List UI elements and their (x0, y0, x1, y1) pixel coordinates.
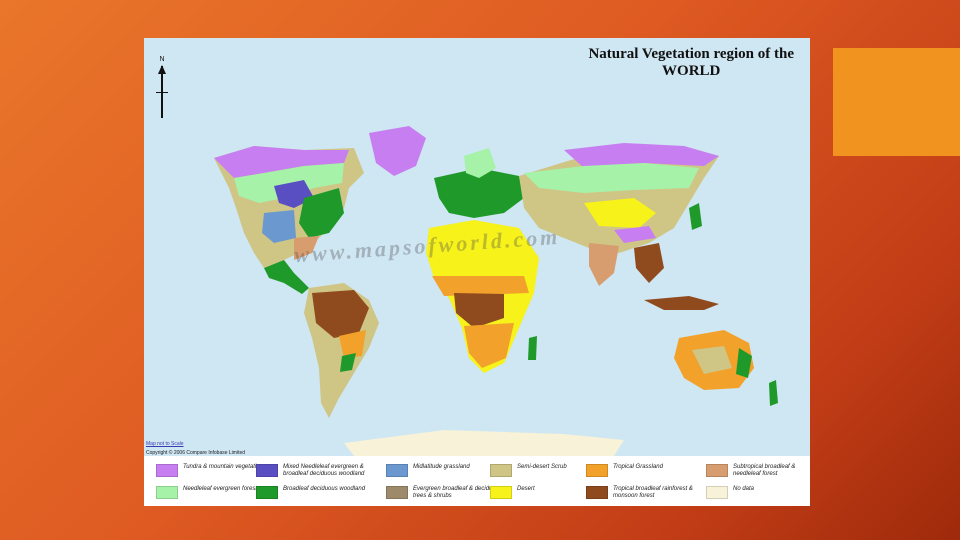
legend-label: Tropical broadleaf rainforest & monsoon … (613, 486, 693, 499)
legend-item: No data (706, 486, 813, 499)
legend-item: Tundra & mountain vegetation (156, 464, 278, 477)
north-america-tundra (214, 146, 349, 178)
scale-note: Map not to Scale (146, 441, 184, 447)
australia-desert (692, 346, 732, 374)
australia-east (736, 348, 752, 378)
south-america-grassland (339, 330, 366, 358)
new-zealand (769, 380, 778, 406)
legend-swatch (706, 464, 728, 477)
legend-swatch (256, 464, 278, 477)
legend-label: Tundra & mountain vegetation (183, 464, 263, 470)
legend-swatch (256, 486, 278, 499)
legend-label: Evergreen broadleaf & deciduous trees & … (413, 486, 503, 499)
legend-swatch (706, 486, 728, 499)
japan (689, 203, 702, 230)
legend-label: Broadleaf deciduous woodland (283, 486, 366, 492)
africa-rainforest (454, 293, 504, 328)
europe (434, 168, 524, 218)
legend-swatch (386, 464, 408, 477)
south-america-mixed (340, 353, 356, 372)
legend-item: Mixed Needleleaf evergreen & broadleaf d… (256, 464, 378, 478)
accent-box (833, 48, 960, 156)
legend: Tundra & mountain vegetation Needleleaf … (144, 459, 810, 506)
legend-item: Needleleaf evergreen forest (156, 486, 278, 499)
copyright: Copyright © 2006 Compare Infobase Limite… (146, 450, 246, 456)
legend-item: Semi-desert Scrub (490, 464, 612, 477)
southeast-asia (634, 243, 664, 283)
legend-label: No data (733, 486, 755, 492)
legend-swatch (156, 464, 178, 477)
legend-item: Tropical broadleaf rainforest & monsoon … (586, 486, 708, 500)
legend-item: Broadleaf deciduous woodland (256, 486, 378, 499)
legend-label: Needleleaf evergreen forest (183, 486, 258, 492)
map-slide: Natural Vegetation region of the WORLD N… (144, 38, 810, 506)
africa-sahel (432, 276, 529, 296)
legend-label: Mixed Needleleaf evergreen & broadleaf d… (283, 464, 365, 477)
legend-swatch (490, 464, 512, 477)
legend-item: Tropical Grassland (586, 464, 708, 477)
greenland (369, 126, 426, 176)
tibet-highlands (614, 226, 656, 243)
map-title-line2: WORLD (662, 63, 721, 79)
legend-swatch (586, 464, 608, 477)
scandinavia (464, 148, 496, 178)
legend-item: Midlatitude grassland (386, 464, 508, 477)
world-vegetation-map (214, 126, 778, 456)
north-america-deciduous (299, 188, 344, 238)
legend-label: Desert (517, 486, 535, 492)
indonesia (644, 296, 719, 310)
legend-item: Subtropical broadleaf & needleleaf fores… (706, 464, 813, 478)
map-title-line1: Natural Vegetation region of the (588, 46, 794, 62)
legend-swatch (490, 486, 512, 499)
south-america-rainforest (312, 290, 369, 338)
south-asia (589, 243, 619, 286)
madagascar (528, 336, 537, 360)
legend-item: Evergreen broadleaf & deciduous trees & … (386, 486, 508, 500)
map-title: Natural Vegetation region of the WORLD (588, 46, 794, 80)
legend-label: Semi-desert Scrub (517, 464, 567, 470)
central-america (264, 260, 309, 294)
africa-south (464, 323, 514, 368)
legend-label: Midlatitude grassland (413, 464, 470, 470)
legend-label: Tropical Grassland (613, 464, 663, 470)
north-label: N (159, 56, 165, 63)
north-america-grassland (262, 210, 296, 243)
legend-swatch (386, 486, 408, 499)
north-arrow-icon: N (156, 56, 168, 122)
antarctica (344, 430, 624, 456)
north-america-subtropical (294, 236, 319, 260)
asia-desert (584, 198, 656, 228)
siberia-tundra (564, 143, 719, 168)
legend-swatch (586, 486, 608, 499)
legend-swatch (156, 486, 178, 499)
world-map: Natural Vegetation region of the WORLD N… (144, 38, 810, 456)
legend-label: Subtropical broadleaf & needleleaf fores… (733, 464, 796, 477)
siberia-taiga (524, 163, 699, 193)
legend-item: Desert (490, 486, 612, 499)
